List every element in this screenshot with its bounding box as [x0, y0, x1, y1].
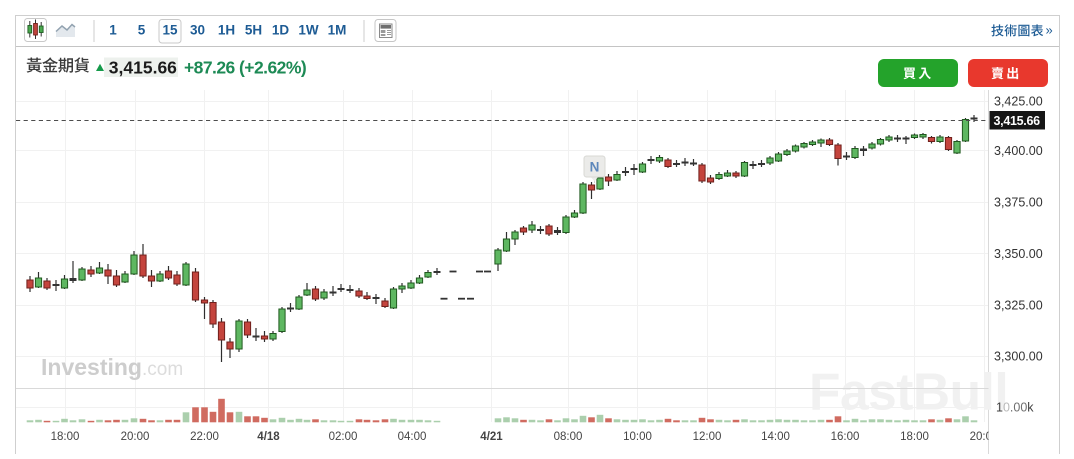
svg-text:1M: 1M [328, 23, 347, 38]
svg-text:N: N [590, 160, 600, 175]
svg-text:3,350.00: 3,350.00 [994, 247, 1043, 261]
svg-text:02:00: 02:00 [329, 431, 358, 443]
svg-text:1D: 1D [272, 23, 290, 38]
svg-text:5H: 5H [245, 23, 262, 38]
svg-text:08:00: 08:00 [554, 431, 583, 443]
svg-text:3,415.66: 3,415.66 [109, 57, 177, 77]
svg-text:04:00: 04:00 [398, 431, 427, 443]
svg-text:15: 15 [162, 23, 178, 38]
svg-text:20:00: 20:00 [121, 431, 150, 443]
svg-text:22:00: 22:00 [190, 431, 219, 443]
svg-text:5: 5 [138, 23, 146, 38]
svg-text:Investing.com: Investing.com [41, 354, 183, 380]
svg-text:18:00: 18:00 [900, 431, 929, 443]
svg-text:10.00k: 10.00k [996, 400, 1034, 414]
svg-text:1: 1 [109, 23, 117, 38]
svg-text:1H: 1H [218, 23, 235, 38]
svg-text:FastBull: FastBull [809, 363, 1008, 421]
svg-text:16:00: 16:00 [831, 431, 860, 443]
svg-text:14:00: 14:00 [761, 431, 790, 443]
svg-text:3,400.00: 3,400.00 [994, 144, 1043, 158]
svg-text:18:00: 18:00 [51, 431, 80, 443]
svg-text:20:00: 20:00 [970, 431, 999, 443]
svg-text:»: » [1046, 23, 1053, 38]
svg-text:4/21: 4/21 [480, 431, 503, 443]
svg-text:1W: 1W [298, 23, 319, 38]
svg-text:3,415.66: 3,415.66 [994, 114, 1041, 128]
svg-text:4/18: 4/18 [257, 431, 280, 443]
svg-text:10:00: 10:00 [623, 431, 652, 443]
svg-text:30: 30 [190, 23, 205, 38]
svg-text:3,325.00: 3,325.00 [994, 298, 1043, 312]
svg-text:+87.26 (+2.62%): +87.26 (+2.62%) [184, 57, 306, 77]
svg-text:3,300.00: 3,300.00 [994, 349, 1043, 363]
svg-text:3,425.00: 3,425.00 [994, 94, 1043, 108]
svg-text:12:00: 12:00 [693, 431, 722, 443]
svg-text:3,375.00: 3,375.00 [994, 195, 1043, 209]
